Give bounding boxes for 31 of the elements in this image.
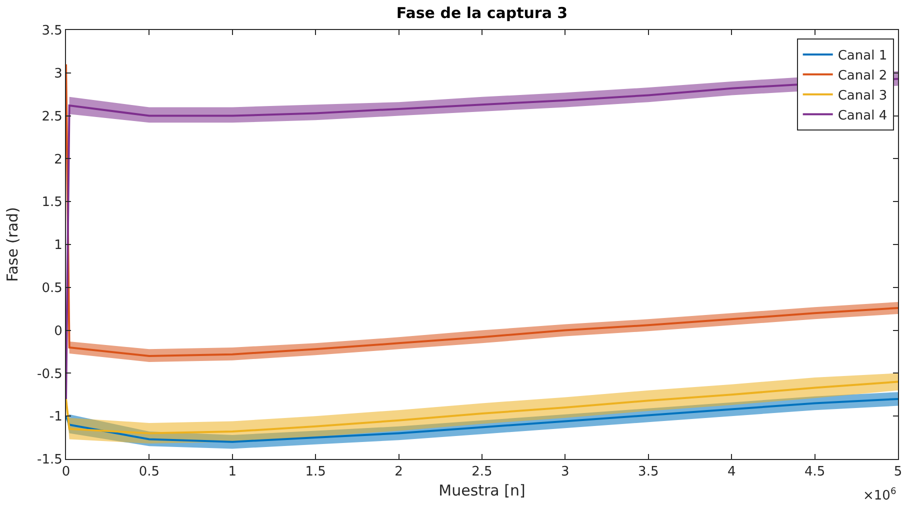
legend-label: Canal 4 [838, 108, 888, 124]
y-tick-label: 1.5 [42, 195, 62, 210]
y-tick-label: 2.5 [42, 109, 62, 124]
x-tick-label: 4 [727, 464, 736, 480]
x-tick-label: 2 [394, 464, 403, 480]
x-tick-label: 4.5 [804, 464, 826, 480]
legend-label: Canal 3 [838, 88, 888, 104]
x-tick-label: 0.5 [138, 464, 160, 480]
x-tick-label: 5 [894, 464, 902, 480]
legend-label: Canal 1 [838, 48, 888, 64]
y-tick-label: 2 [54, 152, 62, 168]
y-tick-label: 1 [54, 238, 62, 254]
x-axis-title: Muestra [n] [438, 482, 526, 500]
y-tick-label: -1.5 [37, 452, 62, 468]
x-tick-label: 2.5 [472, 464, 492, 480]
x-tick-label: 3.5 [638, 464, 659, 480]
y-tick-label: 0.5 [42, 280, 62, 296]
y-axis-title: Fase (rad) [3, 207, 22, 282]
chart-title: Fase de la captura 3 [396, 4, 568, 22]
line-series [66, 380, 898, 434]
y-tick-label: 0 [54, 324, 62, 339]
line-series [66, 398, 898, 443]
legend-label: Canal 2 [838, 68, 888, 84]
y-tick-label: 3 [54, 66, 62, 82]
y-tick-label: -1 [49, 410, 62, 425]
y-tick-label: 3.5 [42, 24, 62, 39]
text: ×10$^{6}$ [863, 487, 896, 504]
x-tick-label: 1 [228, 464, 237, 480]
x-tick-label: 1.5 [305, 464, 326, 480]
y-tick-label: -0.5 [37, 366, 62, 382]
x-tick-label: 3 [561, 464, 570, 480]
